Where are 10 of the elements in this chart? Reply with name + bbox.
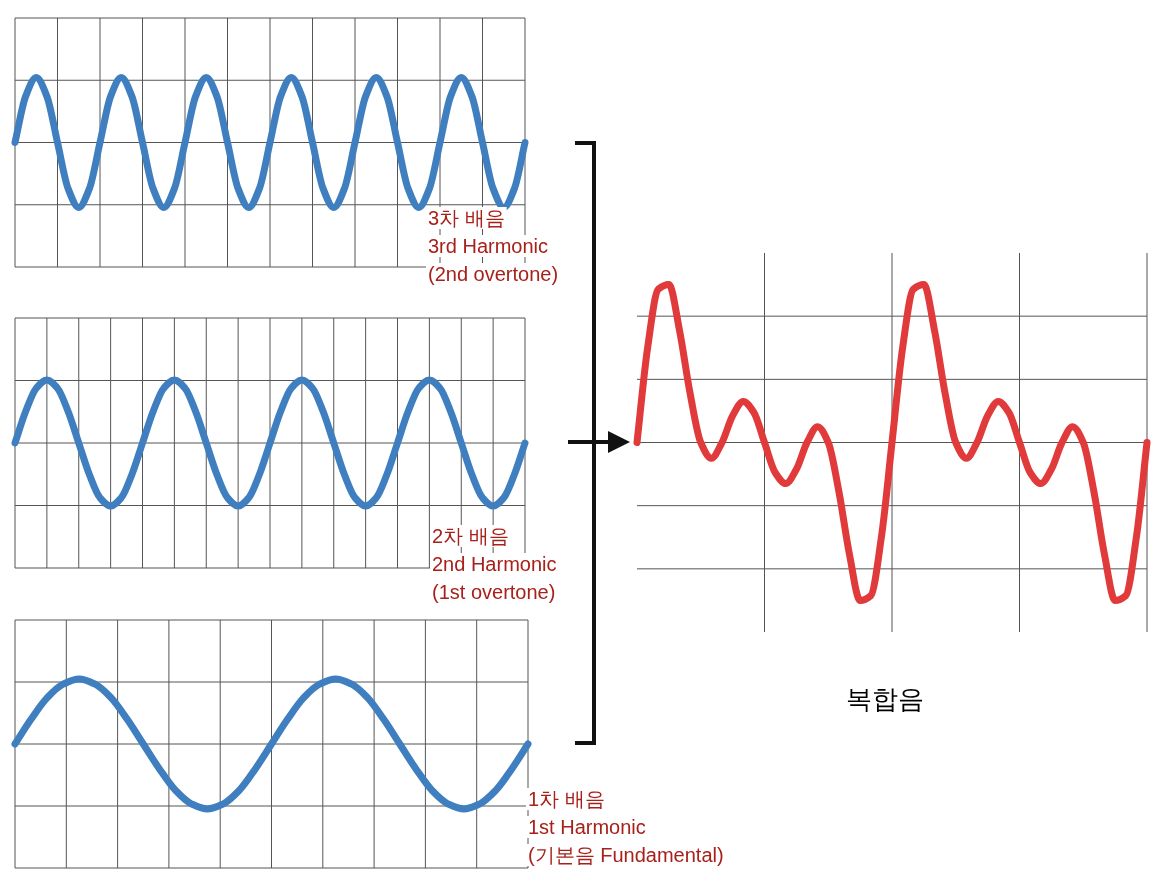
annotation: 3차 배음	[428, 207, 505, 229]
annotation: 1차 배음	[528, 788, 605, 810]
text: 2차 배음	[432, 525, 509, 547]
text: 2nd Harmonic	[432, 553, 557, 575]
text: (2nd overtone)	[428, 263, 559, 285]
text: 1st Harmonic	[528, 816, 646, 838]
text: (1st overtone)	[432, 581, 556, 603]
text: 3rd Harmonic	[428, 235, 549, 257]
text: 복합음	[846, 684, 924, 714]
text: (기본음 Fundamental)	[528, 844, 724, 866]
